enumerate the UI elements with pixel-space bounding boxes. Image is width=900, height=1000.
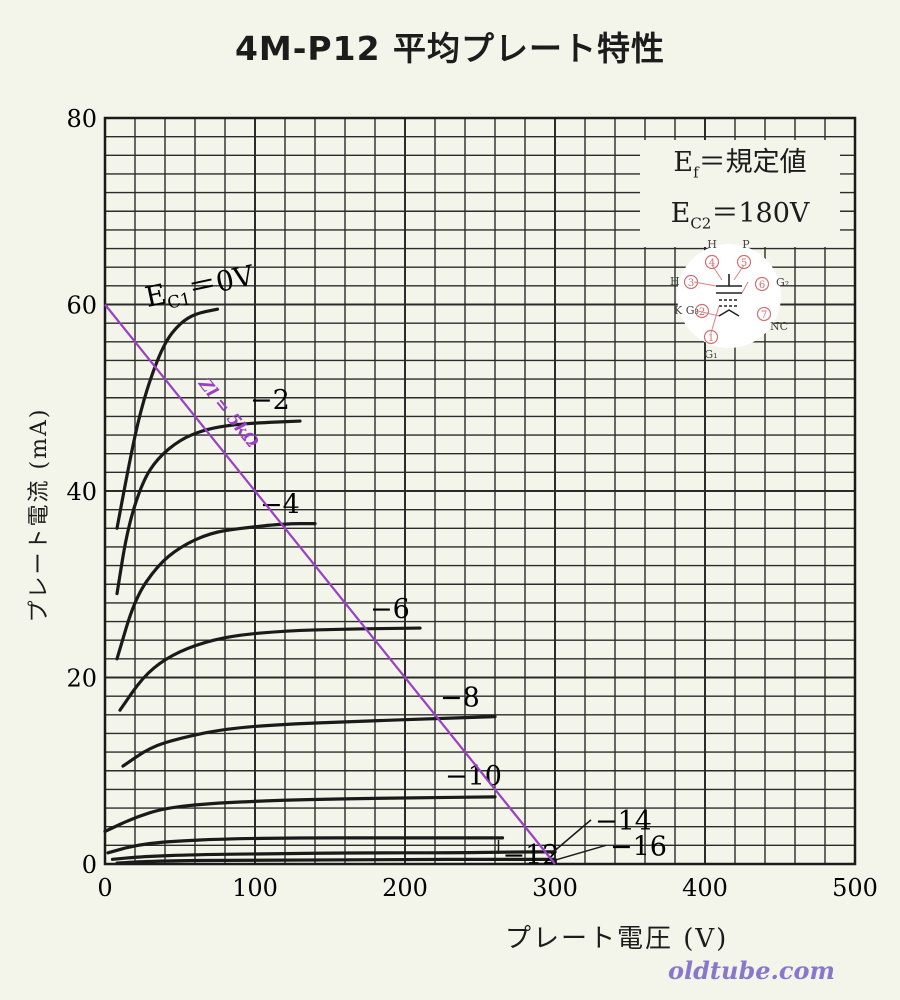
curve-label--12: −12 bbox=[503, 840, 560, 871]
ef-condition: Ef＝規定値 bbox=[640, 142, 840, 193]
pin-7-label: NC bbox=[770, 320, 788, 333]
ec2-symbol: E bbox=[670, 198, 691, 230]
pin-wiring bbox=[693, 264, 749, 334]
y-tick-label: 20 bbox=[66, 665, 97, 693]
pin-4-circle bbox=[704, 254, 720, 270]
x-tick-label: 500 bbox=[832, 874, 878, 902]
curves bbox=[103, 307, 557, 865]
plot-border bbox=[103, 116, 857, 866]
x-tick-label: 200 bbox=[382, 874, 428, 902]
curve--4 bbox=[115, 522, 317, 661]
pin-4-label: H bbox=[707, 238, 717, 251]
curve--16 bbox=[115, 857, 557, 865]
curve--14 bbox=[110, 850, 557, 861]
chart-title: 4M-P12 平均プレート特性 bbox=[234, 29, 666, 68]
load-line bbox=[104, 303, 556, 865]
curve-label--14: −14 bbox=[595, 806, 652, 837]
pin-6-number: 6 bbox=[759, 280, 765, 291]
curve-Ec1=0V bbox=[115, 307, 220, 530]
ec2-value: ＝180V bbox=[711, 198, 810, 230]
curve-label--2: −2 bbox=[250, 385, 290, 416]
pin-2-number: 2 bbox=[699, 307, 705, 318]
ef-symbol: E bbox=[673, 147, 694, 178]
x-tick-label: 0 bbox=[97, 874, 112, 902]
curve--6 bbox=[118, 626, 422, 712]
pin-4-number: 4 bbox=[709, 258, 715, 269]
leader-line--14 bbox=[550, 819, 592, 855]
pin-5-label: P bbox=[742, 238, 750, 251]
curve-label--16: −16 bbox=[610, 831, 667, 862]
curve--12 bbox=[106, 836, 505, 855]
y-tick-label: 40 bbox=[66, 478, 97, 506]
curve--2 bbox=[115, 419, 302, 596]
tube-symbol-icon bbox=[716, 274, 742, 317]
grid bbox=[104, 117, 856, 865]
curve-label--6: −6 bbox=[370, 594, 410, 625]
curve-label--8: −8 bbox=[440, 683, 480, 714]
operating-conditions: Ef＝規定値 EC2＝180V bbox=[640, 140, 840, 247]
ec2-subscript: C2 bbox=[690, 214, 712, 233]
pin-2-label: K G₃ bbox=[674, 304, 699, 317]
pin-1-circle bbox=[703, 329, 719, 345]
pin-5-circle bbox=[736, 254, 752, 270]
y-tick-label: 80 bbox=[66, 105, 97, 133]
pin-3-circle bbox=[683, 274, 699, 290]
y-tick-label: 0 bbox=[82, 851, 97, 879]
y-axis-label: プレート電流 (mA) bbox=[27, 407, 52, 623]
basing-circle bbox=[677, 244, 781, 348]
pin-3-number: 3 bbox=[688, 278, 694, 289]
leader-line--16 bbox=[550, 844, 607, 863]
pin-1-number: 1 bbox=[708, 333, 714, 344]
ec2-condition: EC2＝180V bbox=[640, 193, 840, 244]
pin-2-circle bbox=[694, 303, 710, 319]
pin-7-number: 7 bbox=[761, 310, 767, 321]
axes bbox=[103, 116, 857, 866]
curve--8 bbox=[121, 715, 497, 768]
tick-labels: 0 100 200 300 400 500 0 20 40 60 80 bbox=[66, 105, 877, 902]
ef-value: ＝規定値 bbox=[698, 147, 807, 178]
x-axis-label: プレート電圧 (V) bbox=[505, 924, 729, 954]
pin-1-label: G₁ bbox=[704, 348, 717, 361]
pin-6-circle bbox=[754, 276, 770, 292]
pin-7-circle bbox=[756, 306, 772, 322]
watermark: oldtube.com bbox=[668, 956, 835, 985]
pin-6-label: G₂ bbox=[776, 276, 789, 289]
ef-subscript: f bbox=[693, 163, 699, 182]
curve--10 bbox=[103, 795, 497, 833]
y-tick-label: 60 bbox=[66, 292, 97, 320]
x-tick-label: 400 bbox=[682, 874, 728, 902]
pin-3-label: H bbox=[670, 275, 680, 288]
pin-5-number: 5 bbox=[741, 258, 747, 269]
x-tick-label: 100 bbox=[232, 874, 278, 902]
x-tick-label: 300 bbox=[532, 874, 578, 902]
